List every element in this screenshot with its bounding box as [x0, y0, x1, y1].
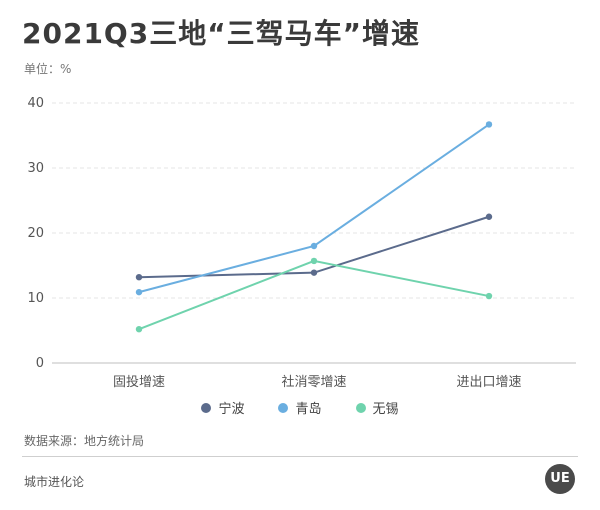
legend: 宁波 青岛 无锡 — [0, 398, 600, 417]
x-tick-label: 进出口增速 — [456, 375, 521, 390]
y-tick-label: 20 — [27, 226, 44, 241]
source-note: 数据来源：地方统计局 — [24, 434, 145, 448]
legend-label: 青岛 — [295, 402, 322, 417]
data-point — [135, 274, 143, 281]
legend-item: 青岛 — [278, 398, 322, 417]
data-point — [310, 257, 318, 265]
x-tick-label: 固投增速 — [113, 374, 165, 390]
legend-label: 无锡 — [372, 402, 399, 417]
legend-marker — [201, 402, 212, 413]
data-point — [135, 326, 143, 333]
legend-item: 宁波 — [201, 398, 244, 417]
legend-marker — [278, 402, 289, 413]
brand-logo: UE — [545, 464, 575, 494]
data-point — [485, 121, 493, 128]
y-tick-label: 10 — [27, 291, 44, 306]
data-point — [485, 292, 493, 300]
legend-item: 无锡 — [355, 398, 399, 417]
grid-layer — [52, 102, 576, 364]
y-tick-label: 0 — [36, 356, 44, 371]
chart-title: 2021Q3三地“三驾马车”增速 — [22, 17, 421, 50]
x-tick-label: 社消零增速 — [281, 374, 346, 390]
y-axis-ticks: 0 10 20 30 40 — [27, 96, 44, 371]
legend-marker — [355, 402, 366, 413]
legend-label: 宁波 — [218, 402, 245, 417]
unit-label: 单位：% — [24, 62, 72, 76]
y-tick-label: 40 — [27, 96, 44, 111]
y-tick-label: 30 — [27, 161, 44, 176]
x-axis-ticks: 固投增速 社消零增速 进出口增速 — [113, 374, 522, 390]
footer-divider — [22, 456, 578, 457]
series-layer — [135, 121, 493, 333]
line-chart: 0 10 20 30 40 固投增速 社消零增速 进出口增速 — [27, 96, 576, 390]
data-point — [485, 213, 493, 220]
series-line — [138, 123, 490, 294]
footer-brand: 城市进化论 — [24, 475, 85, 489]
data-point — [310, 269, 318, 276]
data-point — [310, 242, 318, 250]
data-point — [135, 288, 143, 296]
